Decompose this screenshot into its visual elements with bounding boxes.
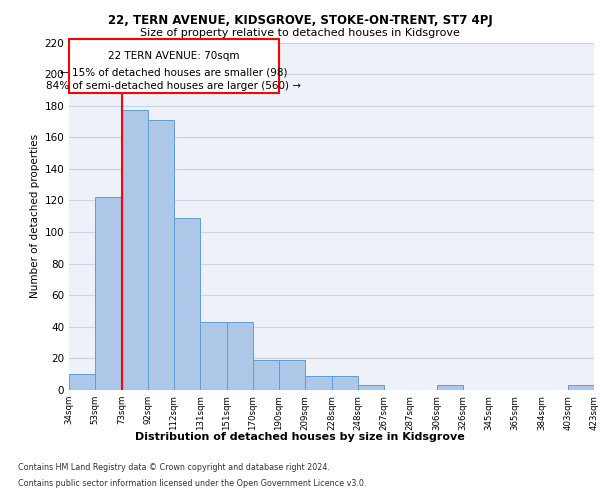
Text: Contains public sector information licensed under the Open Government Licence v3: Contains public sector information licen… xyxy=(18,478,367,488)
FancyBboxPatch shape xyxy=(69,40,279,93)
Bar xyxy=(174,218,200,390)
Bar xyxy=(305,376,331,390)
Text: ← 15% of detached houses are smaller (98): ← 15% of detached houses are smaller (98… xyxy=(60,68,288,78)
Text: Contains HM Land Registry data © Crown copyright and database right 2024.: Contains HM Land Registry data © Crown c… xyxy=(18,464,330,472)
Bar xyxy=(358,386,384,390)
Bar xyxy=(279,360,305,390)
Bar xyxy=(148,120,174,390)
Bar xyxy=(331,376,358,390)
Text: 84% of semi-detached houses are larger (560) →: 84% of semi-detached houses are larger (… xyxy=(47,81,302,91)
Bar xyxy=(95,198,121,390)
Bar xyxy=(227,322,253,390)
Text: 22, TERN AVENUE, KIDSGROVE, STOKE-ON-TRENT, ST7 4PJ: 22, TERN AVENUE, KIDSGROVE, STOKE-ON-TRE… xyxy=(107,14,493,27)
Bar xyxy=(568,386,594,390)
Text: Size of property relative to detached houses in Kidsgrove: Size of property relative to detached ho… xyxy=(140,28,460,38)
Bar xyxy=(253,360,279,390)
Text: 22 TERN AVENUE: 70sqm: 22 TERN AVENUE: 70sqm xyxy=(108,51,240,61)
Y-axis label: Number of detached properties: Number of detached properties xyxy=(30,134,40,298)
Bar xyxy=(69,374,95,390)
Bar xyxy=(121,110,148,390)
Bar xyxy=(200,322,227,390)
Text: Distribution of detached houses by size in Kidsgrove: Distribution of detached houses by size … xyxy=(135,432,465,442)
Bar xyxy=(437,386,463,390)
